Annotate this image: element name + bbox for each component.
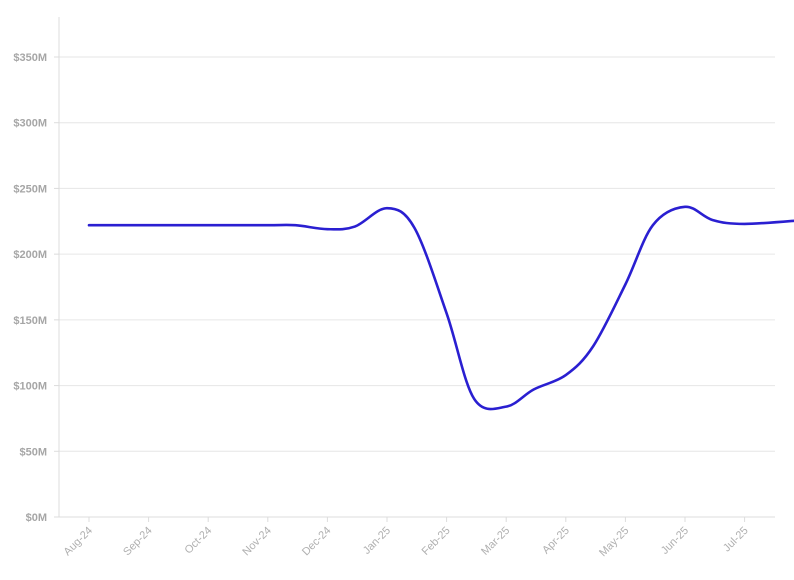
x-tick-label: Jan-25 bbox=[361, 525, 393, 557]
x-tick-label: Nov-24 bbox=[240, 525, 274, 559]
x-tick-label: Feb-25 bbox=[420, 525, 453, 558]
gridlines bbox=[59, 56, 775, 452]
axes bbox=[54, 17, 775, 522]
y-tick-label: $100M bbox=[13, 381, 47, 393]
y-tick-label: $50M bbox=[19, 446, 47, 458]
x-tick-label: Aug-24 bbox=[62, 525, 96, 559]
x-tick-label: Mar-25 bbox=[479, 525, 512, 558]
x-tick-label: Sep-24 bbox=[121, 525, 155, 559]
x-tick-label: Jul-25 bbox=[721, 525, 751, 555]
x-tick-label: May-25 bbox=[597, 525, 631, 559]
series-line bbox=[87, 205, 794, 411]
y-axis-ticks: $0M $50M $100M $150M $200M $250M $300M $350M bbox=[13, 52, 47, 524]
y-tick-label: $0M bbox=[26, 512, 47, 524]
x-tick-label: Dec-24 bbox=[300, 525, 334, 559]
x-tick-label: Jun-25 bbox=[659, 525, 691, 557]
y-tick-label: $150M bbox=[13, 315, 47, 327]
series-layer bbox=[87, 205, 794, 411]
x-tick-label: Apr-25 bbox=[540, 525, 572, 557]
y-tick-label: $350M bbox=[13, 52, 47, 64]
y-tick-label: $300M bbox=[13, 118, 47, 130]
x-tick-label: Oct-24 bbox=[182, 525, 214, 557]
x-axis-ticks: Aug-24 Sep-24 Oct-24 Nov-24 Dec-24 Jan-25 Feb-… bbox=[62, 525, 751, 559]
y-tick-label: $200M bbox=[13, 249, 47, 261]
y-tick-label: $250M bbox=[13, 183, 47, 195]
